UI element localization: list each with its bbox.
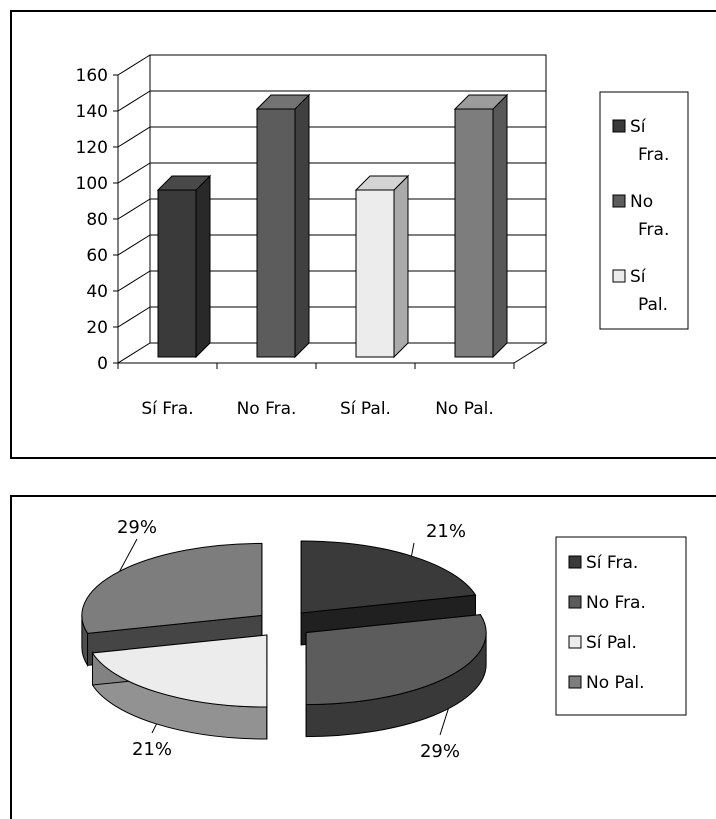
bar-chart-panel xyxy=(10,10,716,459)
pie-chart-panel xyxy=(10,495,716,819)
